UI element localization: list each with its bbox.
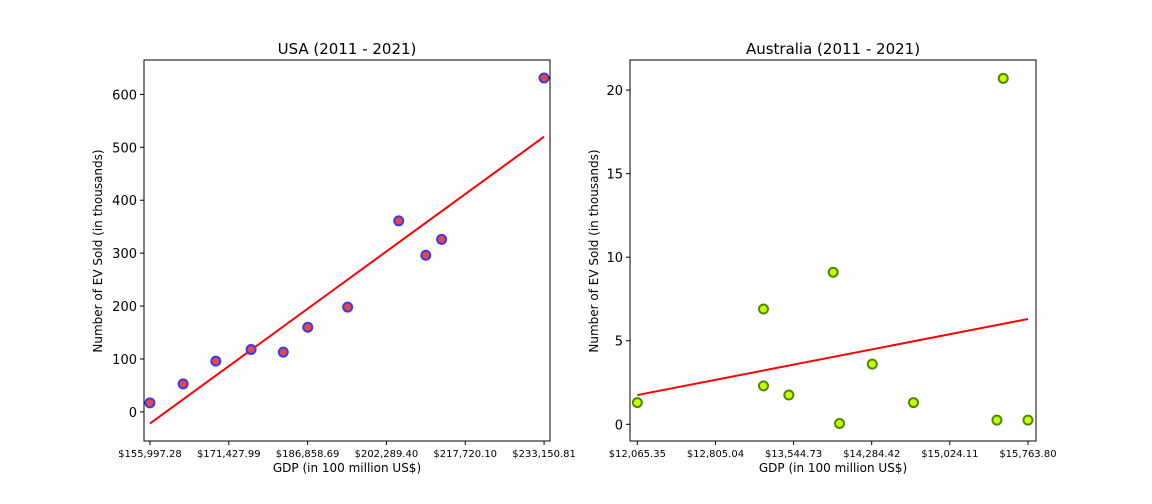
usa-data-point — [393, 215, 405, 227]
australia-x-tick-label: $13,544.73 — [765, 449, 822, 460]
australia-data-point — [997, 72, 1009, 84]
usa-x-tick-label: $155,997.28 — [118, 449, 182, 460]
usa-chart-title: USA (2011 - 2021) — [278, 40, 417, 58]
australia-x-tick-label: $12,065.35 — [609, 449, 666, 460]
australia-x-tick-label: $12,805.04 — [687, 449, 744, 460]
australia-data-point — [834, 417, 846, 429]
australia-data-point — [631, 397, 643, 409]
usa-x-tick-label: $171,427.99 — [197, 449, 261, 460]
usa-data-point — [245, 343, 257, 355]
usa-plot-frame — [143, 59, 551, 442]
australia-data-point — [827, 266, 839, 278]
usa-x-tick-label: $186,858.69 — [276, 449, 340, 460]
australia-y-tick-label: 20 — [606, 84, 623, 99]
australia-y-tick-label: 0 — [615, 418, 623, 433]
australia-data-point — [758, 380, 770, 392]
usa-y-axis-label: Number of EV Sold (in thousands) — [91, 149, 105, 352]
usa-data-point — [420, 249, 432, 261]
usa-x-axis-label: GDP (in 100 million US$) — [273, 461, 421, 475]
usa-data-point — [302, 321, 314, 333]
australia-data-point — [991, 414, 1003, 426]
usa-data-point — [210, 355, 222, 367]
usa-data-point — [538, 72, 550, 84]
usa-x-tick-label: $202,289.40 — [355, 449, 419, 460]
australia-data-point — [907, 397, 919, 409]
australia-data-point — [783, 389, 795, 401]
usa-data-point — [436, 233, 448, 245]
usa-chart-panel: USA (2011 - 2021) GDP (in 100 million US… — [91, 40, 576, 475]
australia-plot-frame — [629, 59, 1037, 442]
usa-y-tick-label: 600 — [112, 88, 137, 103]
australia-y-tick-label: 10 — [606, 251, 623, 266]
australia-x-axis-label: GDP (in 100 million US$) — [759, 461, 907, 475]
australia-y-axis-label: Number of EV Sold (in thousands) — [587, 149, 601, 352]
australia-y-tick-label: 15 — [606, 168, 623, 183]
usa-y-tick-label: 100 — [112, 353, 137, 368]
usa-data-point — [277, 346, 289, 358]
usa-y-tick-label: 0 — [129, 406, 137, 421]
australia-x-tick-label: $15,763.80 — [999, 449, 1056, 460]
usa-y-tick-label: 300 — [112, 247, 137, 262]
australia-x-tick-label: $14,284.42 — [843, 449, 900, 460]
australia-y-tick-label: 5 — [615, 335, 623, 350]
australia-data-point — [1022, 414, 1034, 426]
usa-trend-line — [149, 135, 545, 425]
australia-chart-title: Australia (2011 - 2021) — [746, 40, 920, 58]
australia-trend-line — [637, 318, 1029, 397]
australia-data-point — [866, 358, 878, 370]
usa-data-point — [144, 397, 156, 409]
usa-x-tick-label: $217,720.10 — [433, 449, 497, 460]
australia-data-point — [758, 303, 770, 315]
usa-data-point — [342, 301, 354, 313]
usa-data-point — [177, 378, 189, 390]
australia-chart-panel: Australia (2011 - 2021) GDP (in 100 mill… — [587, 40, 1057, 475]
australia-x-tick-label: $15,024.11 — [921, 449, 978, 460]
usa-y-tick-label: 200 — [112, 300, 137, 315]
usa-x-tick-label: $233,150.81 — [512, 449, 576, 460]
usa-y-tick-label: 400 — [112, 194, 137, 209]
usa-y-tick-label: 500 — [112, 141, 137, 156]
